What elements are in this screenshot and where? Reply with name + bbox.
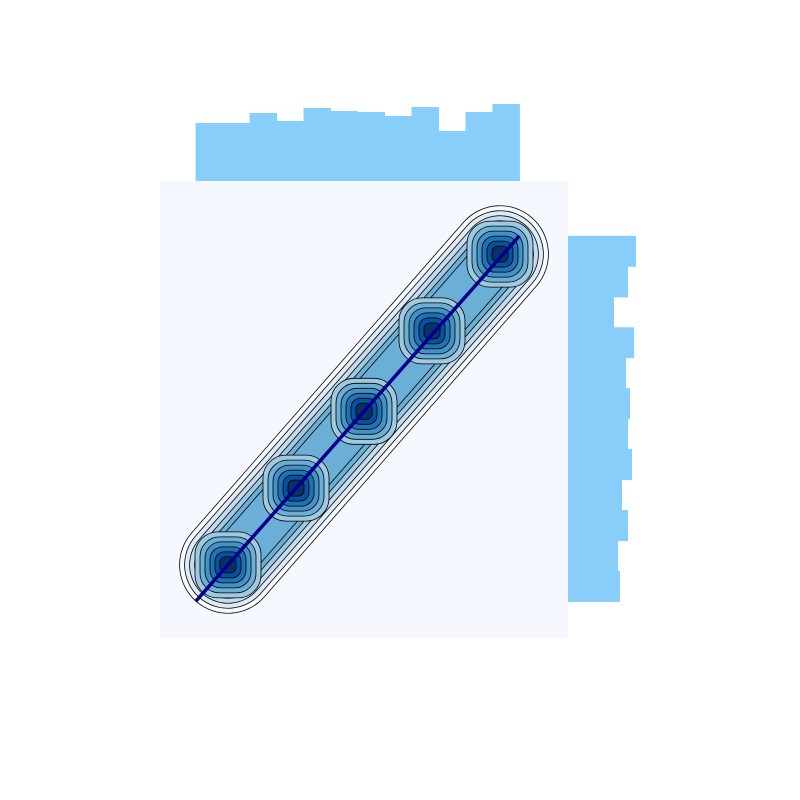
y-hist-bar (568, 540, 618, 572)
y-hist-bar (568, 388, 630, 420)
y-hist-bar (568, 327, 634, 359)
x-hist-bar (357, 112, 385, 181)
y-hist-bar (568, 266, 628, 298)
y-hist-bar (568, 510, 628, 541)
x-hist-bar (222, 123, 251, 181)
x-hist-bar (249, 113, 278, 181)
x-hist-bar (411, 107, 439, 181)
x-hist-bar (492, 104, 520, 181)
x-hist-bar (438, 131, 466, 181)
x-hist-bar (330, 111, 359, 181)
y-hist-bar (568, 235, 636, 267)
y-hist-bar (568, 479, 622, 511)
x-hist-bar (384, 116, 413, 181)
y-hist-bar (568, 418, 628, 450)
y-hist-bar (568, 296, 614, 328)
mode-contour (423, 322, 441, 340)
y-hist-bar (568, 449, 632, 481)
x-hist-bar (195, 123, 224, 181)
x-hist-bar (276, 121, 305, 181)
y-hist-bar (568, 357, 626, 389)
points-line (194, 234, 521, 603)
x-hist-bar (465, 112, 493, 181)
y-hist-bar (568, 570, 620, 602)
mode-contour (491, 245, 509, 263)
x-hist-bar (303, 108, 332, 181)
